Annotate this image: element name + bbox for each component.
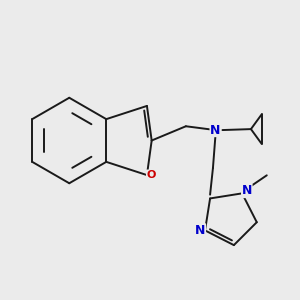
Text: O: O <box>146 170 156 180</box>
Text: N: N <box>242 184 252 197</box>
Text: N: N <box>210 124 220 136</box>
Text: N: N <box>195 224 206 237</box>
